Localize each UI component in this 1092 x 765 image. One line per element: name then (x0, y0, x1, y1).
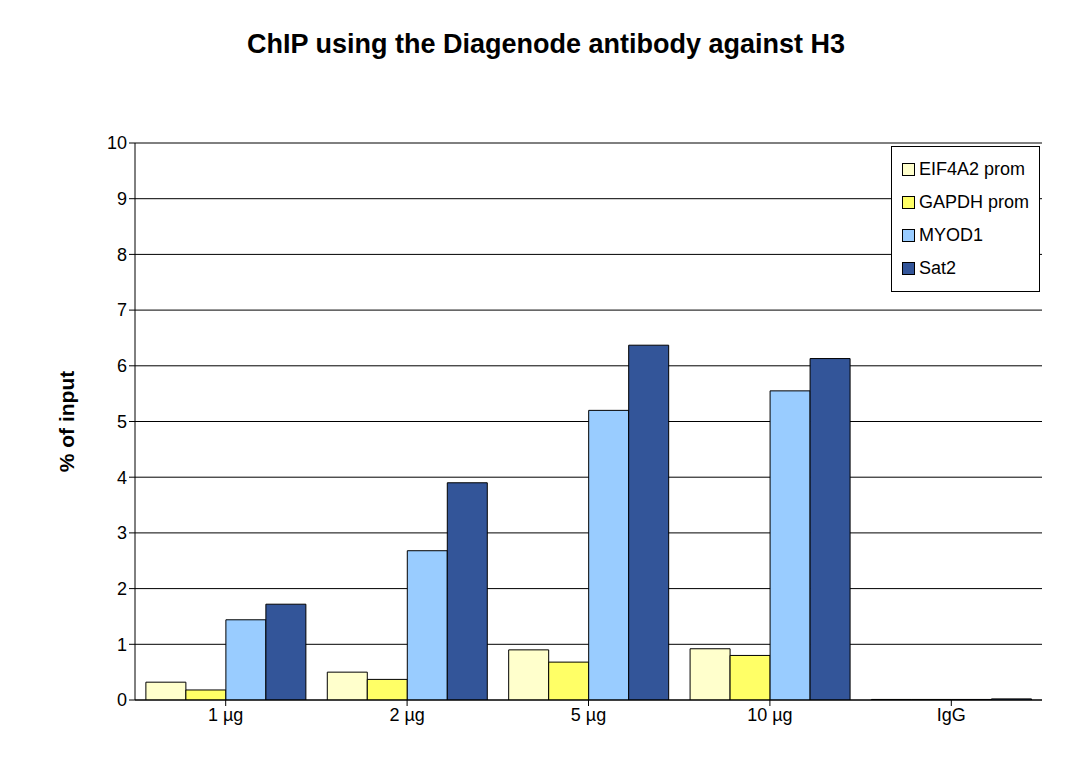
svg-text:% of input: % of input (55, 371, 78, 472)
svg-text:0: 0 (117, 690, 127, 710)
html-text:ChIP using the Diagenode antib: ChIP using the Diagenode antibody agains… (247, 29, 845, 59)
svg-text:4: 4 (117, 468, 127, 488)
svg-text:5: 5 (117, 412, 127, 432)
html-text:GAPDH prom: GAPDH prom (919, 192, 1029, 212)
svg-text:2 µg: 2 µg (389, 705, 424, 725)
svg-text:5 µg: 5 µg (571, 705, 606, 725)
svg-text:9: 9 (117, 189, 127, 209)
svg-text:10 µg: 10 µg (747, 705, 792, 725)
svg-text:6: 6 (117, 356, 127, 376)
svg-text:IgG: IgG (937, 705, 966, 725)
svg-text:7: 7 (117, 300, 127, 320)
html-text:Sat2: Sat2 (919, 258, 956, 278)
html-text:EIF4A2 prom: EIF4A2 prom (919, 159, 1025, 179)
svg-text:1: 1 (117, 635, 127, 655)
svg-text:1 µg: 1 µg (208, 705, 243, 725)
svg-text:10: 10 (107, 133, 127, 153)
svg-text:2: 2 (117, 579, 127, 599)
svg-text:3: 3 (117, 523, 127, 543)
svg-text:8: 8 (117, 245, 127, 265)
html-text:MYOD1: MYOD1 (919, 225, 983, 245)
